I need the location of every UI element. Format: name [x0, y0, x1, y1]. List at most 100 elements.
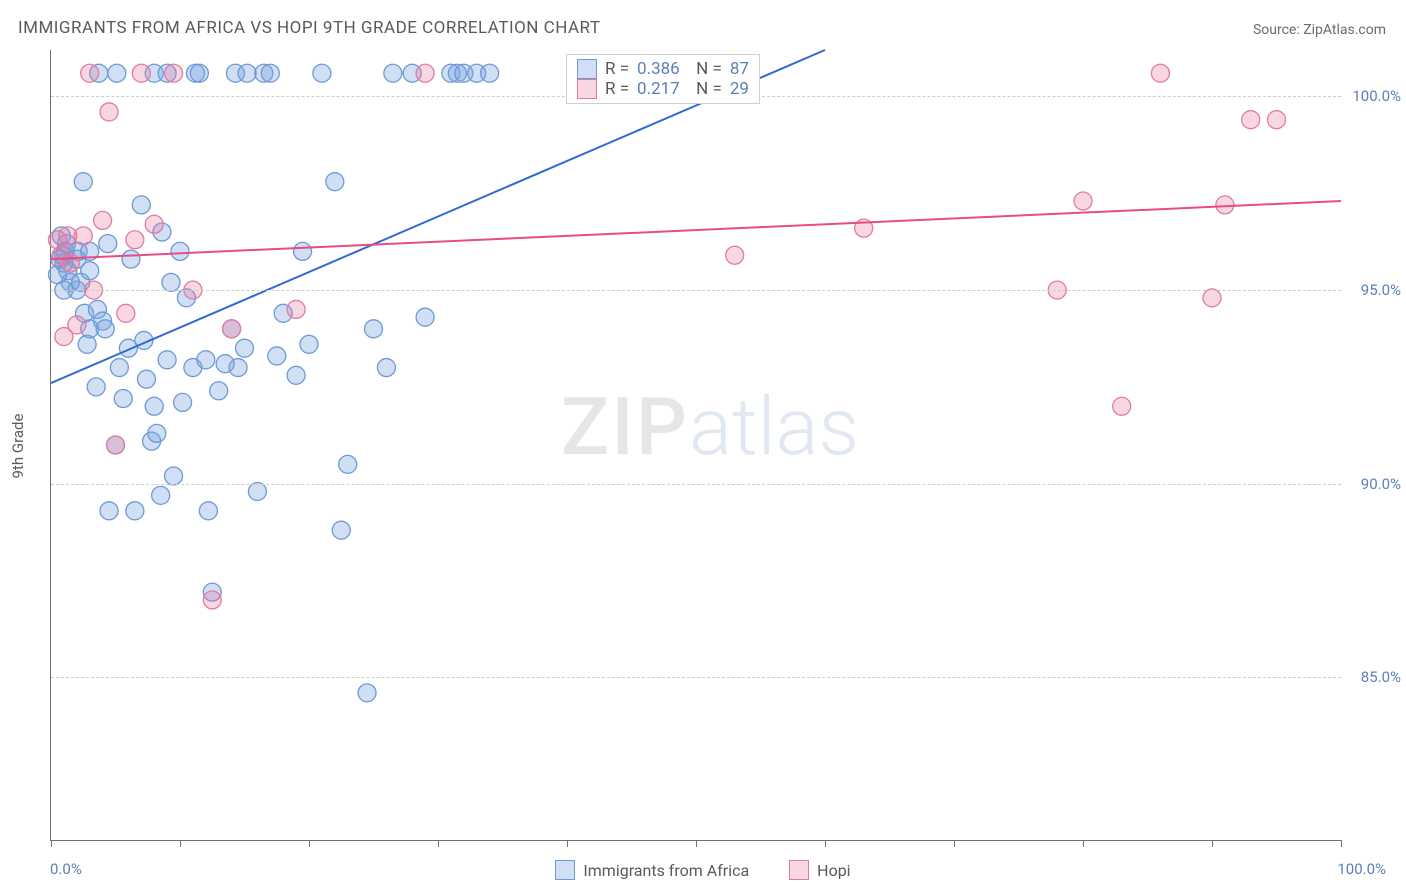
data-point	[326, 173, 344, 191]
data-point	[122, 250, 140, 268]
legend-r-label: R =	[605, 59, 629, 79]
legend-n-label: N =	[688, 59, 722, 79]
data-point	[287, 366, 305, 384]
legend-label-b: Hopi	[817, 861, 850, 880]
data-point	[137, 370, 155, 388]
legend-item-series-b: Hopi	[789, 860, 850, 880]
y-tick-label: 100.0%	[1351, 87, 1401, 105]
data-point	[384, 64, 402, 82]
legend-row: R = 0.386 N = 87	[577, 59, 749, 79]
data-point	[174, 393, 192, 411]
data-point	[1074, 192, 1092, 210]
x-tick	[51, 840, 52, 847]
data-point	[268, 347, 286, 365]
legend-swatch-a	[555, 860, 575, 880]
legend-n-value: 87	[730, 59, 749, 79]
data-point	[199, 502, 217, 520]
data-point	[726, 246, 744, 264]
data-point	[74, 227, 92, 245]
data-point	[148, 424, 166, 442]
x-tick	[438, 840, 439, 847]
data-point	[108, 64, 126, 82]
data-point	[248, 482, 266, 500]
data-point	[294, 242, 312, 260]
x-tick	[1083, 840, 1084, 847]
data-point	[238, 64, 256, 82]
data-point	[261, 64, 279, 82]
x-tick	[567, 840, 568, 847]
gridline-h	[51, 484, 1341, 485]
data-point	[416, 64, 434, 82]
data-point	[332, 521, 350, 539]
data-point	[165, 467, 183, 485]
data-point	[96, 320, 114, 338]
trend-line	[51, 201, 1341, 259]
data-point	[377, 359, 395, 377]
data-point	[197, 351, 215, 369]
data-point	[114, 390, 132, 408]
x-tick-label-max: 100.0%	[1337, 860, 1386, 878]
data-point	[94, 211, 112, 229]
x-tick	[180, 840, 181, 847]
data-point	[107, 436, 125, 454]
legend-correlation-box: R = 0.386 N = 87R = 0.217 N = 29	[566, 54, 760, 104]
legend-r-value: 0.217	[637, 79, 680, 99]
data-point	[99, 235, 117, 253]
data-point	[126, 231, 144, 249]
data-point	[203, 591, 221, 609]
data-point	[1203, 289, 1221, 307]
data-point	[223, 320, 241, 338]
chart-svg	[51, 50, 1341, 840]
legend-n-label: N =	[688, 79, 722, 99]
x-tick	[1212, 840, 1213, 847]
data-point	[190, 64, 208, 82]
data-point	[416, 308, 434, 326]
data-point	[145, 397, 163, 415]
source-attribution: Source: ZipAtlas.com	[1253, 22, 1386, 38]
data-point	[117, 304, 135, 322]
legend-swatch-icon	[577, 59, 597, 79]
legend-r-value: 0.386	[637, 59, 680, 79]
y-tick-label: 95.0%	[1351, 281, 1401, 299]
data-point	[365, 320, 383, 338]
legend-swatch-icon	[577, 79, 597, 99]
data-point	[358, 684, 376, 702]
data-point	[100, 103, 118, 121]
bottom-legend: Immigrants from Africa Hopi	[0, 860, 1406, 880]
data-point	[100, 502, 118, 520]
data-point	[152, 486, 170, 504]
data-point	[74, 173, 92, 191]
data-point	[1113, 397, 1131, 415]
x-tick	[696, 840, 697, 847]
x-tick-label-min: 0.0%	[50, 860, 82, 878]
data-point	[87, 378, 105, 396]
data-point	[132, 196, 150, 214]
legend-item-series-a: Immigrants from Africa	[555, 860, 749, 880]
gridline-h	[51, 677, 1341, 678]
data-point	[132, 64, 150, 82]
chart-title: IMMIGRANTS FROM AFRICA VS HOPI 9TH GRADE…	[18, 18, 601, 38]
x-tick	[309, 840, 310, 847]
data-point	[300, 335, 318, 353]
legend-row: R = 0.217 N = 29	[577, 79, 749, 99]
data-point	[81, 262, 99, 280]
y-axis-label: 9th Grade	[9, 414, 27, 479]
data-point	[481, 64, 499, 82]
legend-n-value: 29	[730, 79, 749, 99]
legend-label-a: Immigrants from Africa	[583, 861, 749, 880]
legend-swatch-b	[789, 860, 809, 880]
y-tick-label: 85.0%	[1351, 668, 1401, 686]
data-point	[110, 359, 128, 377]
data-point	[162, 273, 180, 291]
data-point	[68, 316, 86, 334]
data-point	[1242, 111, 1260, 129]
data-point	[61, 254, 79, 272]
data-point	[1216, 196, 1234, 214]
data-point	[171, 242, 189, 260]
data-point	[81, 64, 99, 82]
data-point	[1268, 111, 1286, 129]
x-tick	[1341, 840, 1342, 847]
data-point	[210, 382, 228, 400]
gridline-h	[51, 290, 1341, 291]
data-point	[236, 339, 254, 357]
